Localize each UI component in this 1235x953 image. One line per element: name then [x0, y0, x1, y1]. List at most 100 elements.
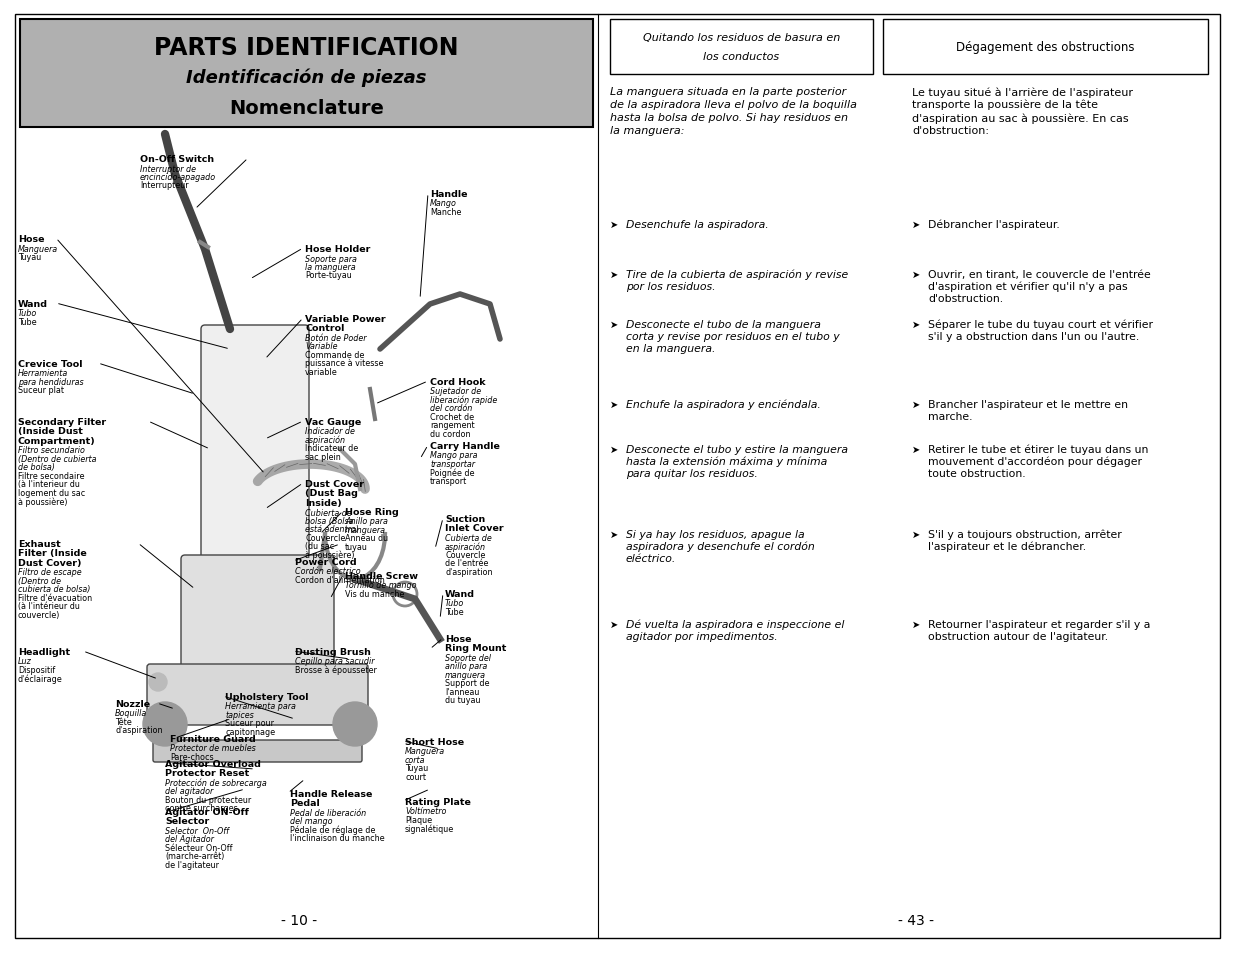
Text: Porte-tuyau: Porte-tuyau — [305, 272, 352, 280]
Text: transporte la poussière de la tête: transporte la poussière de la tête — [911, 100, 1098, 111]
Text: Hose: Hose — [445, 635, 472, 643]
Text: Boquilla: Boquilla — [115, 709, 147, 718]
Text: Bouton du protecteur: Bouton du protecteur — [165, 795, 251, 804]
Text: contre surcharges: contre surcharges — [165, 803, 238, 813]
Text: l'anneau: l'anneau — [445, 687, 479, 697]
Text: Cordon d'alimentation: Cordon d'alimentation — [295, 576, 385, 584]
Text: Interrupteur: Interrupteur — [140, 181, 189, 191]
Text: obstruction autour de l'agitateur.: obstruction autour de l'agitateur. — [927, 631, 1108, 641]
Text: Tête: Tête — [115, 718, 132, 726]
Text: hasta la bolsa de polvo. Si hay residuos en: hasta la bolsa de polvo. Si hay residuos… — [610, 112, 848, 123]
Text: Desconecte el tubo de la manguera: Desconecte el tubo de la manguera — [626, 319, 821, 330]
Text: Filtre secondaire: Filtre secondaire — [19, 472, 84, 480]
Text: Nozzle: Nozzle — [115, 700, 151, 708]
Text: Nomenclature: Nomenclature — [228, 98, 384, 117]
Text: d'aspiration: d'aspiration — [445, 567, 493, 577]
Text: Mango para: Mango para — [430, 451, 478, 460]
Text: de bolsa): de bolsa) — [19, 463, 54, 472]
Text: ➤: ➤ — [911, 220, 920, 230]
Text: Anneau du: Anneau du — [345, 534, 388, 543]
Text: Séparer le tube du tuyau court et vérifier: Séparer le tube du tuyau court et vérifi… — [927, 319, 1153, 330]
Text: variable: variable — [305, 368, 337, 376]
Text: Tubo: Tubo — [445, 598, 464, 608]
Text: Couvercle: Couvercle — [445, 551, 485, 559]
Text: Manguera: Manguera — [405, 747, 445, 756]
Text: del Agitador: del Agitador — [165, 835, 214, 843]
Circle shape — [149, 673, 167, 691]
Text: Tube: Tube — [19, 317, 37, 327]
Text: Tire de la cubierta de aspiración y revise: Tire de la cubierta de aspiración y revi… — [626, 270, 848, 280]
Text: capitonnage: capitonnage — [225, 727, 275, 737]
Text: Handle Screw: Handle Screw — [345, 572, 417, 580]
Text: Headlight: Headlight — [19, 647, 70, 657]
Text: Variable: Variable — [305, 342, 337, 351]
Text: Vac Gauge: Vac Gauge — [305, 417, 362, 427]
Text: agitador por impedimentos.: agitador por impedimentos. — [626, 631, 778, 641]
FancyBboxPatch shape — [20, 20, 593, 128]
Text: encincido-apagado: encincido-apagado — [140, 172, 216, 182]
Text: l'aspirateur et le débrancher.: l'aspirateur et le débrancher. — [927, 541, 1086, 552]
Text: d'aspiration: d'aspiration — [115, 726, 163, 735]
Text: Wand: Wand — [19, 299, 48, 309]
Text: manguera: manguera — [445, 670, 487, 679]
FancyBboxPatch shape — [610, 20, 873, 75]
Text: couvercle): couvercle) — [19, 610, 61, 619]
Text: ➤: ➤ — [610, 530, 619, 539]
Text: Control: Control — [305, 324, 345, 334]
Circle shape — [143, 702, 186, 746]
Text: Handle: Handle — [430, 190, 468, 199]
Text: corta: corta — [405, 755, 426, 764]
Text: (Dentro de: (Dentro de — [19, 577, 61, 585]
Circle shape — [333, 702, 377, 746]
Text: ➤: ➤ — [911, 270, 920, 280]
Text: hasta la extensión máxima y mínima: hasta la extensión máxima y mínima — [626, 456, 827, 467]
Text: Compartment): Compartment) — [19, 436, 96, 446]
Text: Dust Cover): Dust Cover) — [19, 558, 82, 567]
Text: logement du sac: logement du sac — [19, 489, 85, 497]
Text: court: court — [405, 772, 426, 781]
Text: aspiración: aspiración — [305, 436, 346, 445]
Text: Pedal: Pedal — [290, 799, 320, 807]
Text: Cubierta de: Cubierta de — [445, 534, 492, 542]
Text: Manche: Manche — [430, 208, 462, 216]
Text: Short Hose: Short Hose — [405, 738, 464, 746]
Text: Filtro de escape: Filtro de escape — [19, 568, 82, 577]
Text: (du sac: (du sac — [305, 542, 335, 551]
Text: de l'entrée: de l'entrée — [445, 558, 488, 568]
Text: Poignée de: Poignée de — [430, 468, 474, 477]
Text: Ouvrir, en tirant, le couvercle de l'entrée: Ouvrir, en tirant, le couvercle de l'ent… — [927, 270, 1151, 280]
Text: Manguera: Manguera — [19, 244, 58, 253]
Text: (Dust Bag: (Dust Bag — [305, 489, 358, 498]
Text: toute obstruction.: toute obstruction. — [927, 469, 1025, 478]
Text: Voltímetro: Voltímetro — [405, 806, 446, 816]
Text: s'il y a obstruction dans l'un ou l'autre.: s'il y a obstruction dans l'un ou l'autr… — [927, 332, 1139, 341]
Text: Dispositif: Dispositif — [19, 665, 56, 675]
Text: del mango: del mango — [290, 817, 332, 825]
Text: aspiradora y desenchufe el cordón: aspiradora y desenchufe el cordón — [626, 541, 815, 552]
Text: Herramienta: Herramienta — [19, 369, 68, 378]
Text: S'il y a toujours obstruction, arrêter: S'il y a toujours obstruction, arrêter — [927, 530, 1121, 540]
Text: La manguera situada en la parte posterior: La manguera situada en la parte posterio… — [610, 87, 846, 97]
FancyBboxPatch shape — [883, 20, 1208, 75]
Text: Dégagement des obstructions: Dégagement des obstructions — [956, 40, 1135, 53]
Text: Si ya hay los residuos, apague la: Si ya hay los residuos, apague la — [626, 530, 805, 539]
Text: Furniture Guard: Furniture Guard — [170, 734, 256, 743]
Text: sac plein: sac plein — [305, 453, 341, 461]
Text: Desconecte el tubo y estire la manguera: Desconecte el tubo y estire la manguera — [626, 444, 848, 455]
Text: transportar: transportar — [430, 459, 475, 469]
Text: Le tuyau situé à l'arrière de l'aspirateur: Le tuyau situé à l'arrière de l'aspirate… — [911, 87, 1132, 97]
Text: - 43 -: - 43 - — [899, 913, 935, 927]
Text: Protector Reset: Protector Reset — [165, 769, 249, 778]
Text: rangement: rangement — [430, 421, 474, 430]
Text: manguera: manguera — [345, 525, 387, 535]
Text: Tuyau: Tuyau — [19, 253, 41, 262]
Text: Wand: Wand — [445, 589, 475, 598]
Text: Pedal de liberación: Pedal de liberación — [290, 808, 367, 817]
Text: d'aspiration au sac à poussière. En cas: d'aspiration au sac à poussière. En cas — [911, 112, 1129, 123]
Text: On-Off Switch: On-Off Switch — [140, 154, 214, 164]
Text: Protección de sobrecarga: Protección de sobrecarga — [165, 779, 267, 788]
Text: Secondary Filter: Secondary Filter — [19, 417, 106, 427]
Text: Tornillo de mango: Tornillo de mango — [345, 581, 416, 590]
Text: aspiración: aspiración — [445, 542, 487, 552]
Text: Agitator Overload: Agitator Overload — [165, 760, 261, 768]
